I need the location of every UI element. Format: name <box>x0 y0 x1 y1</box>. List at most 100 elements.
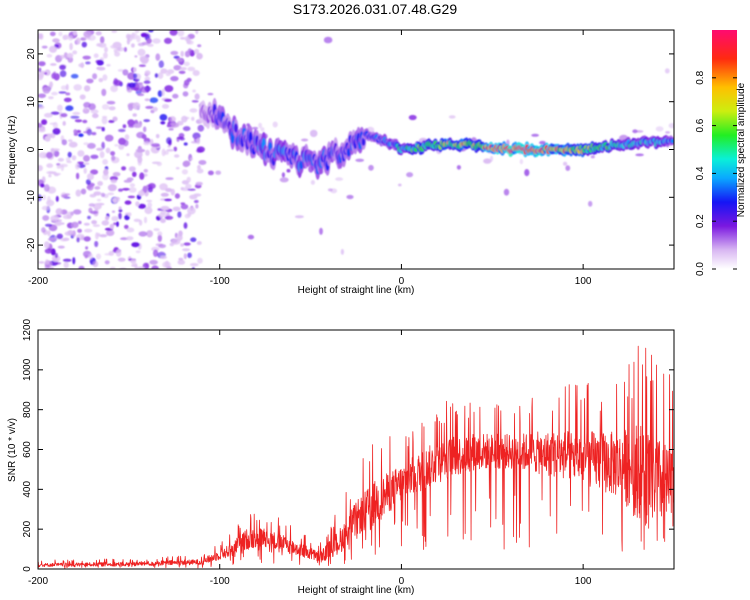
heatmap-cell <box>96 198 102 202</box>
heatmap-cell <box>137 190 145 197</box>
heatmap-cell <box>109 266 116 269</box>
heatmap-cell <box>63 261 69 269</box>
heatmap-cell <box>44 135 51 142</box>
spectrogram-y-label: Frequency (Hz) <box>7 116 18 185</box>
heatmap-cell <box>126 153 130 157</box>
x-tick-label: -200 <box>28 576 48 587</box>
heatmap-cell <box>65 105 74 111</box>
heatmap-cell <box>76 129 82 134</box>
heatmap-cell <box>309 129 318 138</box>
y-tick-label: 400 <box>22 481 33 498</box>
x-tick-label: -100 <box>210 576 230 587</box>
heatmap-cell <box>147 43 154 47</box>
heatmap-cell <box>136 35 141 43</box>
heatmap-cell <box>145 105 154 109</box>
heatmap-cell <box>106 100 116 105</box>
heatmap-cell <box>176 58 183 62</box>
heatmap-cell <box>92 224 100 228</box>
heatmap-cell <box>55 127 58 131</box>
heatmap-cell <box>665 131 670 134</box>
heatmap-cell <box>340 248 344 255</box>
x-tick-label: -200 <box>28 276 48 287</box>
heatmap-cell <box>169 116 176 123</box>
colorbar: 0.0 0.2 0.4 0.6 0.8 Normalized spectral ampl… <box>695 30 747 276</box>
heatmap-cell <box>110 85 118 93</box>
heatmap-cell <box>83 131 90 134</box>
heatmap-cell <box>196 146 205 153</box>
heatmap-cell <box>90 169 99 175</box>
heatmap-cell <box>183 82 189 89</box>
heatmap-cell <box>97 181 103 186</box>
heatmap-cell <box>121 166 127 171</box>
heatmap-cell <box>95 59 101 64</box>
heatmap-cell <box>44 259 50 266</box>
heatmap-cell <box>190 263 199 267</box>
heatmap-cell <box>140 32 148 38</box>
heatmap-cell <box>101 104 110 110</box>
heatmap-cell <box>138 203 146 209</box>
heatmap-cell <box>68 141 78 148</box>
heatmap-cell <box>122 187 130 191</box>
heatmap-cell <box>102 74 108 81</box>
heatmap-cell <box>138 219 143 226</box>
heatmap-cell <box>215 170 222 175</box>
heatmap-cell <box>75 37 81 45</box>
colorbar-tick-label: 0.2 <box>695 214 706 228</box>
heatmap-cell <box>90 154 99 159</box>
heatmap-cell <box>85 61 91 65</box>
heatmap-cell <box>98 42 107 48</box>
heatmap-cell <box>194 93 200 100</box>
heatmap-cell <box>127 72 136 80</box>
heatmap-cell <box>635 153 644 157</box>
heatmap-cell <box>139 172 145 180</box>
heatmap-cell <box>164 198 172 202</box>
heatmap-cell <box>164 37 172 45</box>
heatmap-cell <box>198 160 207 165</box>
heatmap-cell <box>101 141 105 150</box>
heatmap-cell <box>130 32 138 40</box>
colorbar-tick-label: 0.4 <box>695 166 706 180</box>
heatmap-cell <box>123 179 132 183</box>
heatmap-cell <box>75 172 80 180</box>
heatmap-cell <box>80 188 87 195</box>
heatmap-cell <box>111 216 119 222</box>
heatmap-cell <box>140 55 149 64</box>
heatmap-cell <box>122 69 129 76</box>
heatmap-cell <box>112 116 118 122</box>
heatmap-cell <box>177 259 186 265</box>
heatmap-cell <box>166 266 172 269</box>
heatmap-cell <box>173 65 182 71</box>
heatmap-cell <box>130 87 139 91</box>
heatmap-cell <box>60 85 68 90</box>
colorbar-label: Normalized spectral amplitude <box>736 82 747 217</box>
heatmap-cell <box>60 113 68 118</box>
heatmap-cell <box>87 142 96 149</box>
heatmap-cell <box>164 98 172 102</box>
heatmap-cell <box>143 119 150 123</box>
heatmap-cell <box>71 155 77 161</box>
heatmap-cell <box>114 51 121 57</box>
heatmap-cell <box>590 155 595 159</box>
heatmap-cell <box>60 238 68 242</box>
heatmap-cell <box>56 163 61 166</box>
heatmap-cell <box>157 72 164 79</box>
heatmap-cell <box>72 50 78 55</box>
heatmap-cell <box>164 215 174 220</box>
heatmap-cell <box>126 227 135 233</box>
heatmap-cell <box>83 167 87 174</box>
heatmap-cell <box>183 242 191 246</box>
heatmap-cell <box>57 245 65 249</box>
heatmap-cell <box>95 126 103 129</box>
heatmap-cell <box>182 248 191 252</box>
heatmap-cell <box>160 68 168 74</box>
heatmap-cell <box>98 78 104 83</box>
heatmap-cell <box>78 63 85 68</box>
heatmap-cell <box>111 197 120 203</box>
heatmap-cell <box>175 167 180 170</box>
heatmap-cell <box>196 241 202 245</box>
heatmap-cell <box>183 61 190 67</box>
heatmap-cell <box>58 91 67 94</box>
